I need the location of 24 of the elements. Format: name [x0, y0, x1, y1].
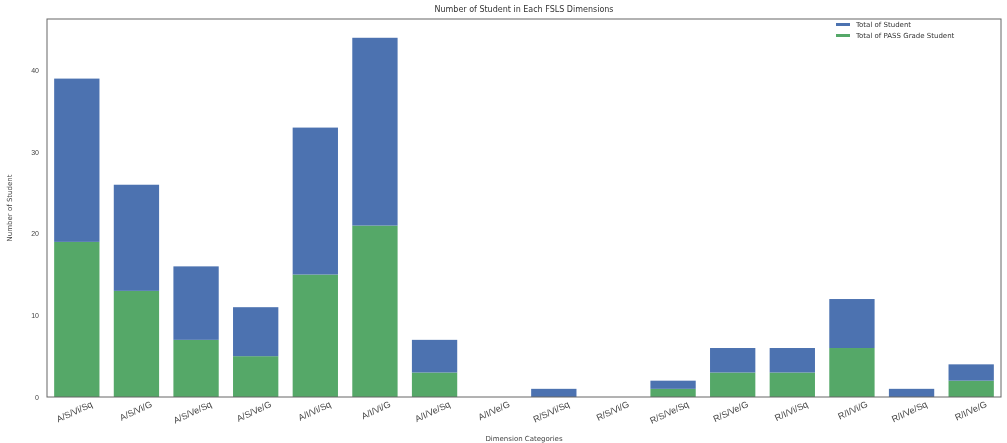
bar: [54, 241, 100, 397]
bar: [769, 348, 815, 373]
bar: [173, 266, 219, 340]
bar: [411, 372, 458, 397]
bar: [948, 364, 994, 381]
bar: [829, 348, 875, 397]
bar: [113, 290, 160, 397]
bar: [411, 339, 458, 373]
bar: [233, 356, 279, 397]
chart-title: Number of Student in Each FSLS Dimensions: [434, 5, 614, 14]
bar: [352, 37, 398, 226]
bar: [710, 372, 756, 397]
bar: [829, 299, 875, 349]
bar: [948, 380, 994, 397]
bar: [292, 274, 338, 397]
bar: [113, 184, 160, 291]
bar: [650, 380, 696, 389]
bar: [710, 348, 756, 373]
bar: [292, 127, 338, 275]
bar: [54, 78, 100, 242]
bar: [233, 307, 279, 357]
bar: [769, 372, 815, 397]
bar: [352, 225, 398, 397]
bar: [173, 339, 219, 397]
